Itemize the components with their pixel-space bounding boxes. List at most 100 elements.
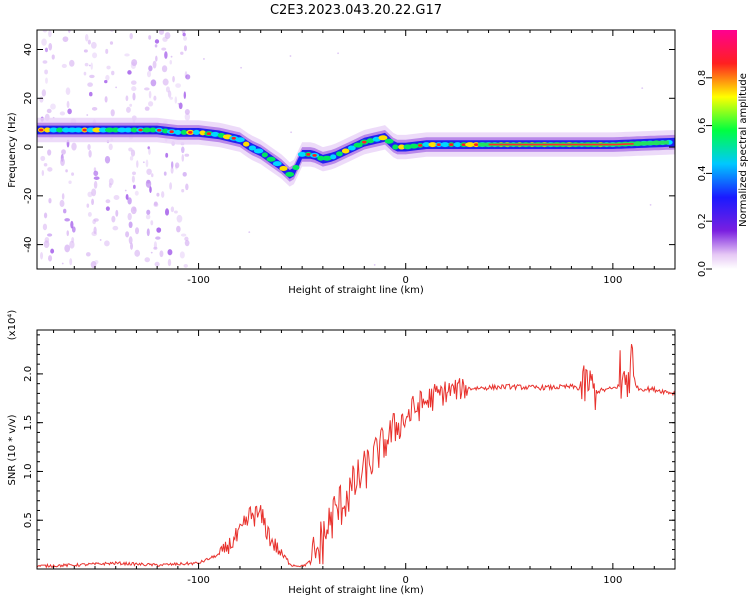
heatmap-noise-blob bbox=[127, 70, 132, 75]
heatmap-noise-blob bbox=[61, 63, 67, 69]
heatmap-noise-blob bbox=[169, 96, 173, 100]
heatmap-noise-blob bbox=[181, 154, 185, 162]
heatmap-noise-blob bbox=[150, 79, 157, 87]
heatmap-noise-blob bbox=[128, 236, 133, 245]
heatmap-noise-blob bbox=[45, 77, 48, 84]
heatmap-noise-blob bbox=[105, 48, 109, 54]
heatmap-noise-blob bbox=[68, 180, 72, 185]
heatmap-noise-blob bbox=[43, 162, 48, 167]
heatmap-noise-blob bbox=[88, 149, 92, 158]
heatmap-noise-blob bbox=[65, 87, 71, 95]
heatmap-noise-blob bbox=[63, 208, 67, 214]
heatmap-noise-blob bbox=[130, 242, 133, 250]
x-tick-label: 0 bbox=[403, 275, 409, 286]
heatmap-noise-blob bbox=[48, 198, 52, 204]
ridge-blob bbox=[149, 127, 157, 133]
heatmap-noise-blob bbox=[144, 106, 150, 111]
ridge-peak bbox=[449, 143, 454, 147]
heatmap-noise-blob bbox=[43, 240, 50, 248]
heatmap-noise-dot bbox=[142, 161, 145, 164]
heatmap-noise-blob bbox=[92, 52, 98, 59]
heatmap-noise-blob bbox=[47, 167, 53, 172]
ridge-blob bbox=[384, 138, 394, 144]
heatmap-noise-blob bbox=[115, 209, 119, 217]
heatmap-noise-blob bbox=[170, 167, 174, 174]
colorbar-tick-label: 0.2 bbox=[697, 213, 708, 229]
heatmap-noise-dot bbox=[99, 239, 102, 241]
ridge-peak bbox=[188, 131, 193, 134]
heatmap-noise-blob bbox=[148, 65, 153, 72]
heatmap-noise-blob bbox=[125, 231, 130, 238]
heatmap-noise-blob bbox=[106, 65, 111, 70]
heatmap-noise-blob bbox=[175, 83, 182, 88]
heatmap-noise-blob bbox=[146, 228, 150, 237]
heatmap-noise-blob bbox=[104, 79, 108, 84]
ridge-blob bbox=[266, 156, 276, 162]
heatmap-noise-blob bbox=[67, 30, 71, 34]
heatmap-noise-blob bbox=[111, 215, 116, 223]
heatmap-noise-blob bbox=[167, 258, 172, 267]
heatmap-noise-blob bbox=[154, 39, 160, 44]
heatmap-noise-blob bbox=[169, 59, 172, 65]
ridge-blob bbox=[92, 127, 102, 133]
heatmap-noise-blob bbox=[134, 227, 140, 235]
heatmap-ticks: -100 0 100 -40 -20 0 20 40 bbox=[23, 30, 676, 286]
heatmap-noise-blob bbox=[109, 30, 115, 32]
heatmap-noise-blob bbox=[183, 36, 188, 41]
heatmap-noise-blob bbox=[112, 225, 119, 231]
heatmap-noise-blob bbox=[172, 75, 175, 83]
heatmap-noise-blob bbox=[62, 36, 69, 42]
heatmap-noise-blob bbox=[129, 156, 134, 161]
heatmap-noise-blob bbox=[159, 250, 164, 258]
heatmap-noise-blob bbox=[184, 153, 190, 157]
heatmap-noise-blob bbox=[48, 42, 53, 51]
ridge-peak bbox=[169, 130, 174, 134]
heatmap-noise-dot bbox=[115, 86, 118, 89]
ridge-blob bbox=[174, 129, 182, 135]
heatmap-noise-blob bbox=[85, 252, 91, 257]
heatmap-noise-blob bbox=[83, 49, 88, 53]
heatmap-noise-blob bbox=[108, 182, 112, 188]
ridge-blob bbox=[292, 165, 300, 171]
heatmap-noise-blob bbox=[181, 30, 186, 34]
ridge-blob bbox=[428, 142, 437, 148]
heatmap-noise-blob bbox=[154, 44, 158, 48]
heatmap-noise-blob bbox=[92, 219, 96, 225]
heatmap-noise-blob bbox=[145, 179, 152, 188]
heatmap-noise-blob bbox=[152, 60, 157, 69]
snr-ticks: -100 0 100 0.5 1.0 1.5 2.0 bbox=[23, 330, 676, 586]
heatmap-noise-blob bbox=[111, 70, 115, 76]
heatmap-noise-blob bbox=[179, 251, 185, 259]
ridge-blob bbox=[199, 130, 206, 136]
heatmap-noise-blob bbox=[91, 106, 98, 111]
ridge-peak bbox=[138, 128, 143, 132]
heatmap-noise-blob bbox=[181, 146, 185, 154]
ridge-blob bbox=[378, 135, 388, 141]
heatmap-noise-blob bbox=[176, 225, 181, 233]
heatmap-noise-dot bbox=[641, 87, 644, 90]
heatmap-noise-blob bbox=[40, 252, 44, 260]
heatmap-frame bbox=[36, 29, 676, 270]
heatmap-noise-blob bbox=[42, 60, 48, 64]
heatmap-noise-blob bbox=[105, 206, 110, 211]
ridge-blob bbox=[117, 127, 127, 133]
heatmap-noise-blob bbox=[50, 248, 55, 254]
y-tick-label: 0 bbox=[23, 144, 34, 150]
heatmap-noise-blob bbox=[183, 45, 188, 52]
heatmap-noise-blob bbox=[40, 155, 46, 162]
ridge-peak bbox=[461, 143, 466, 147]
heatmap-noise-blob bbox=[132, 92, 136, 101]
ridge-blob bbox=[322, 155, 332, 161]
heatmap-noise-blob bbox=[66, 100, 70, 108]
ridge-blob bbox=[279, 166, 288, 172]
ridge-blob bbox=[330, 154, 337, 160]
heatmap-noise-blob bbox=[48, 30, 52, 38]
ridge-streak-red bbox=[488, 143, 634, 146]
ridge-blob bbox=[336, 151, 343, 157]
heatmap-noise-blob bbox=[170, 161, 174, 169]
heatmap-panel: -100 0 100 -40 -20 0 20 40 Height of straight l… bbox=[7, 29, 676, 296]
heatmap-noise-blob bbox=[178, 102, 183, 110]
colorbar: 0.0 0.2 0.4 0.6 0.8 Normalized spectral ampl… bbox=[697, 30, 749, 277]
x-tick-label: -100 bbox=[187, 275, 210, 286]
ridge-peak bbox=[231, 136, 236, 140]
